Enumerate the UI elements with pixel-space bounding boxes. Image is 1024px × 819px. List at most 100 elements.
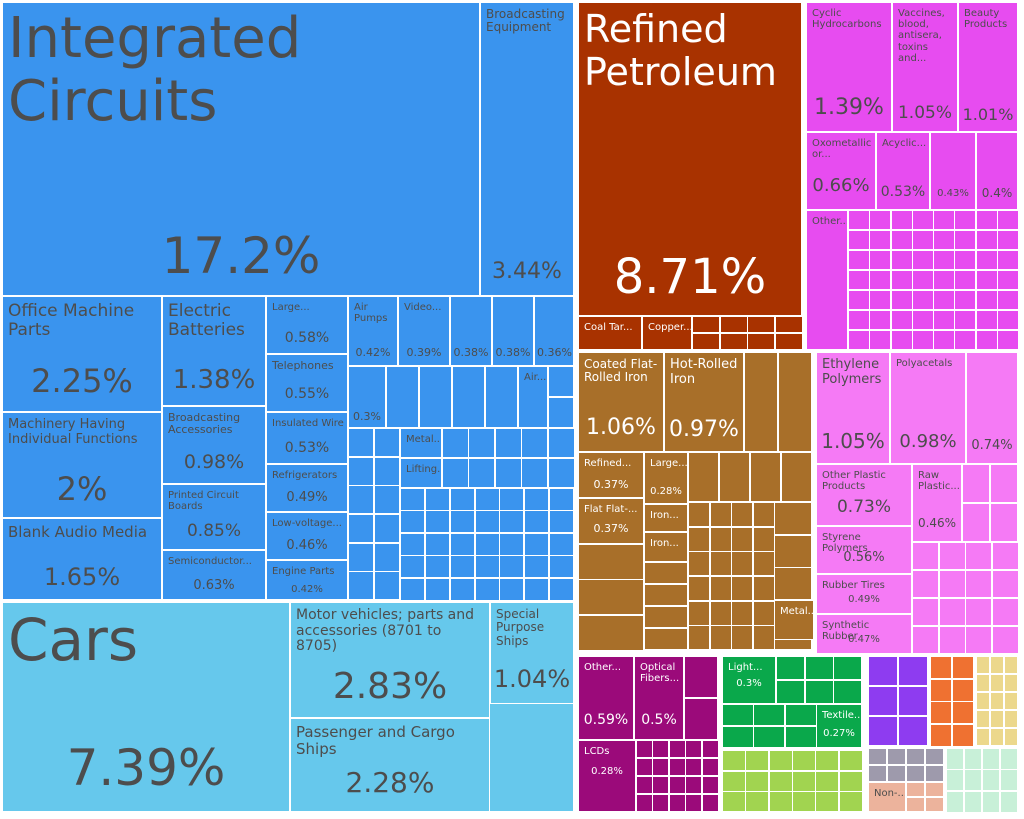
treemap-tile: Integrated Circuits 17.2% [2,2,480,296]
treemap-tile: Refined... 0.37% [578,452,644,498]
small-tile [912,290,934,310]
small-tile [976,230,998,250]
tile-value: 0.98% [899,431,957,452]
tile-value: 0.63% [193,578,235,593]
small-tile [524,578,549,601]
small-tile [710,601,732,626]
treemap-tile: Coated Flat-Rolled Iron 1.06% [578,352,664,452]
treemap-tile: Rubber Tires 0.49% [816,574,912,614]
small-tile [930,701,952,724]
treemap-tile: Blank Audio Media 1.65% [2,518,162,600]
small-tile [744,352,778,452]
small-tile [887,748,906,765]
small-tile [475,533,500,556]
small-tile [792,771,816,792]
small-tile [400,510,425,533]
small-tile [912,626,939,654]
small-tile [965,570,992,598]
small-tile [753,704,785,726]
small-tile [499,578,524,601]
tile-label: LCDs [584,746,610,757]
treemap-tile: Metal... [774,600,814,640]
small-tile [939,570,966,598]
small-tile [702,776,719,794]
small-tile [906,797,925,812]
small-tile [990,503,1018,542]
small-tile [1000,748,1018,770]
small-tile [976,692,990,710]
small-tile [868,716,898,746]
small-tile [869,230,891,250]
small-tile [869,290,891,310]
small-tile [475,555,500,578]
small-tile [815,771,839,792]
small-tile [848,210,870,230]
tile-label: Special Purpose Ships [496,607,545,648]
small-tile [912,330,934,350]
tile-label: Passenger and Cargo Ships [296,723,455,758]
tile-value: 0.46% [917,516,957,530]
small-tile [685,740,702,758]
small-tile [965,542,992,570]
tile-value: 1.65% [43,563,121,591]
small-tile [684,698,718,740]
small-tile [815,750,839,771]
small-tile [990,674,1004,692]
tile-label: Coal Tar... [584,322,633,333]
small-tile [549,555,574,578]
small-tile [348,571,374,600]
treemap-tile: Large... 0.58% [266,296,348,354]
small-tile [976,330,998,350]
small-tile [869,270,891,290]
small-tile [976,310,998,330]
small-tile [848,310,870,330]
small-tile [549,488,574,511]
tile-label: Semiconductor... [168,556,252,567]
small-tile [747,316,775,333]
treemap-tile: Special Purpose Ships 1.04% [490,602,574,704]
treemap-tile: Other... 0.59% [578,656,634,740]
small-tile [815,791,839,812]
small-tile [425,533,450,556]
tile-label: Light... [728,662,763,673]
small-tile [774,502,812,535]
small-tile [925,797,944,812]
treemap-tile: 0.3% [348,366,386,428]
tile-value: 0.42% [355,346,391,359]
small-tile [898,686,928,716]
tile-value: 1.38% [172,365,256,395]
small-tile [848,330,870,350]
tile-value: 0.47% [848,634,880,645]
tile-value: 0.53% [880,184,926,200]
tile-value: 0.38% [453,346,489,359]
small-tile [710,551,732,576]
tile-label: Coated Flat-Rolled Iron [584,357,658,385]
small-tile [997,210,1019,230]
treemap-tile: Light... 0.3% [722,656,776,704]
treemap-tile: Refined Petroleum 8.71% [578,2,802,316]
treemap-tile: Video... 0.39% [398,296,450,366]
small-tile [722,726,754,748]
small-tile [781,452,812,502]
tile-value: 8.71% [613,249,767,305]
treemap-tile: Non-... [868,782,906,812]
small-tile [933,310,955,330]
small-tile [731,502,753,527]
small-tile [731,601,753,626]
treemap-tile: LCDs 0.28% [578,740,636,812]
small-tile [869,210,891,230]
small-tile [933,270,955,290]
treemap-tile: Broadcasting Accessories 0.98% [162,406,266,484]
tile-label: Blank Audio Media [8,523,148,541]
small-tile [997,310,1019,330]
small-tile [946,748,964,770]
tile-label: Styrene Polymers [822,532,868,555]
small-tile [400,488,425,511]
treemap-tile: Oxometallic or... 0.66% [806,132,876,210]
small-tile [912,598,939,626]
small-tile [731,527,753,552]
small-tile [976,290,998,310]
small-tile [805,680,834,704]
small-tile [652,776,669,794]
